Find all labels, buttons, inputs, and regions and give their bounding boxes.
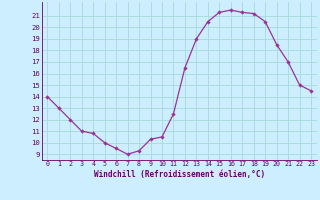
X-axis label: Windchill (Refroidissement éolien,°C): Windchill (Refroidissement éolien,°C) (94, 170, 265, 179)
